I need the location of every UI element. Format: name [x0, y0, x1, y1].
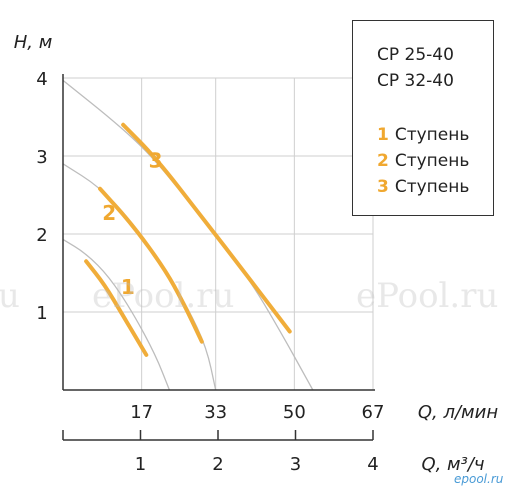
operating-range-stage-2 — [98, 186, 204, 344]
curve-stage-1 — [62, 238, 171, 391]
axes — [62, 74, 375, 441]
curve-label-1: 1 — [121, 275, 135, 299]
legend-model-2: CP 32-40 — [377, 71, 454, 91]
x-tick-label: 50 — [283, 402, 306, 423]
legend-stage-1: 1 Ступень — [377, 125, 470, 145]
x-tick-label: 33 — [204, 402, 227, 423]
x-tick-label: 67 — [362, 402, 385, 423]
legend-box: CP 25-40 CP 32-40 1 Ступень 2 Ступень 3 Сту… — [352, 20, 494, 216]
y-tick-label: 1 — [36, 303, 47, 324]
legend-stage-3: 3 Ступень — [377, 177, 470, 197]
grid-lines — [63, 77, 374, 390]
watermark-logo: epool.ru — [454, 472, 504, 486]
y-tick-label: 2 — [36, 225, 47, 246]
curve-label-2: 2 — [102, 201, 116, 225]
operating-range-stage-1 — [84, 259, 149, 357]
y-tick-label: 4 — [36, 69, 47, 90]
pump-curves — [62, 79, 314, 391]
secondary-tick-label: 1 — [135, 454, 146, 475]
watermark: ePool.ru — [356, 276, 499, 316]
secondary-tick-label: 3 — [290, 454, 301, 475]
legend-stage-2: 2 Ступень — [377, 151, 470, 171]
tick-labels: 1 2 3 1 2 3 4 H, м 17 33 50 67 Q, л/мин 1 2 3 4 Q, м³/ч — [14, 32, 499, 475]
curve-stage-3 — [62, 79, 314, 391]
legend-model-1: CP 25-40 — [377, 45, 454, 65]
y-axis-label: H, м — [14, 32, 53, 53]
secondary-tick-label: 4 — [367, 454, 378, 475]
operating-range-stage-3 — [121, 122, 292, 334]
curve-label-3: 3 — [149, 149, 163, 173]
y-tick-label: 3 — [36, 147, 47, 168]
x-tick-label: 17 — [130, 402, 153, 423]
watermark: ePool.ru — [92, 276, 235, 316]
secondary-tick-label: 2 — [212, 454, 223, 475]
secondary-axis-label: Q, м³/ч — [421, 454, 484, 475]
x-axis-label: Q, л/мин — [418, 402, 498, 423]
watermark: u — [0, 276, 20, 316]
